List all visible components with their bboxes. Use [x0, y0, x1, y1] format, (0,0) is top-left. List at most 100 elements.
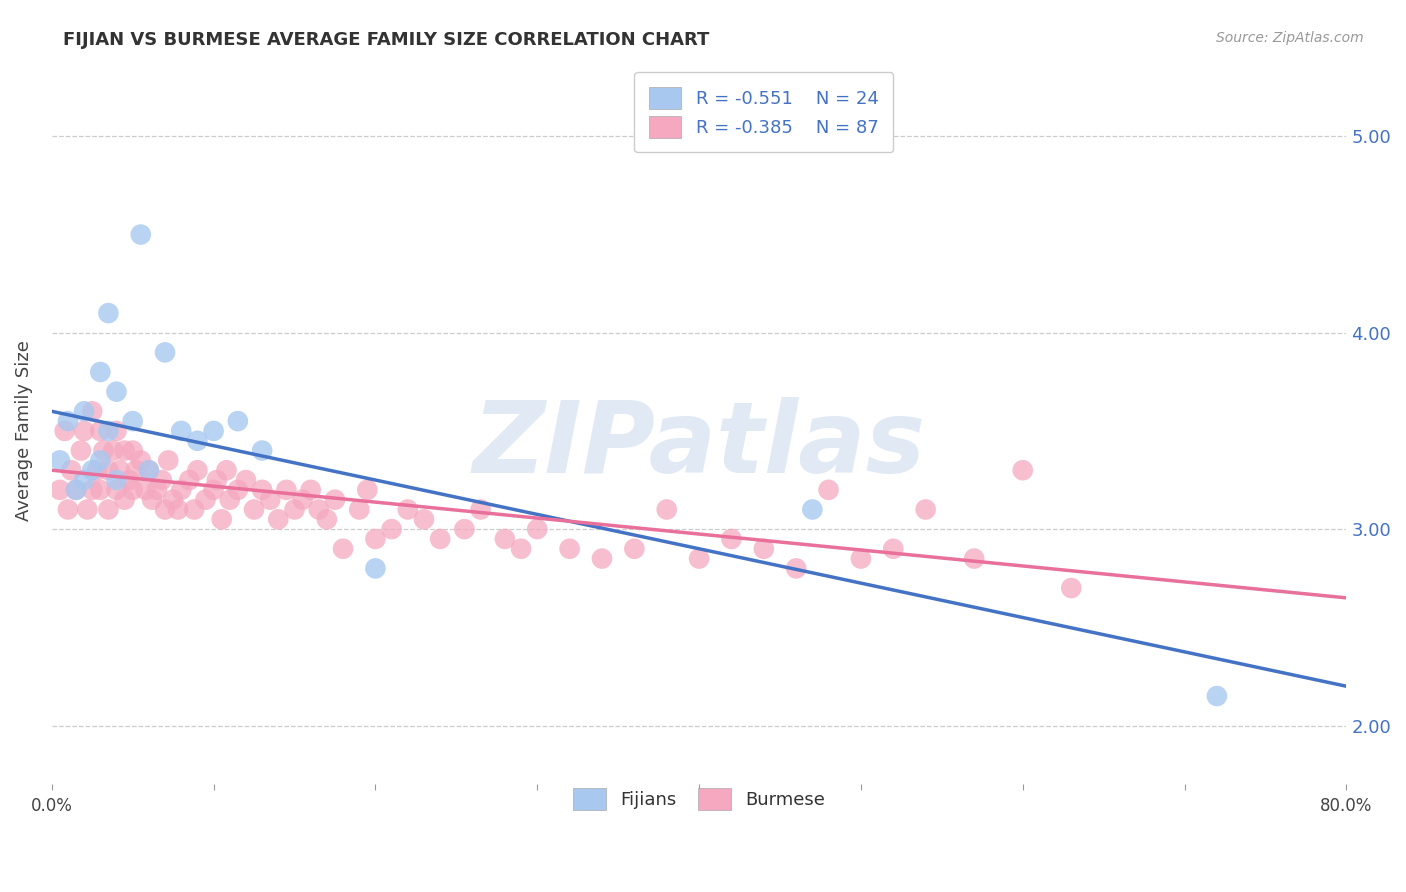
Point [364, 561, 387, 575]
Point [276, 483, 298, 497]
Point [121, 443, 143, 458]
Point [82, 483, 104, 497]
Point [89, 365, 111, 379]
Point [558, 541, 581, 556]
Point [1206, 689, 1229, 703]
Point [226, 483, 249, 497]
Point [93, 443, 115, 458]
Point [97, 306, 120, 320]
Point [688, 551, 710, 566]
Point [801, 502, 824, 516]
Point [141, 492, 163, 507]
Point [162, 492, 184, 507]
Point [49, 453, 72, 467]
Point [65, 483, 87, 497]
Point [186, 434, 208, 448]
Point [323, 492, 346, 507]
Point [429, 532, 451, 546]
Text: Source: ZipAtlas.com: Source: ZipAtlas.com [1216, 31, 1364, 45]
Point [250, 483, 273, 497]
Point [720, 532, 742, 546]
Point [202, 424, 225, 438]
Point [259, 492, 281, 507]
Point [49, 483, 72, 497]
Point [97, 502, 120, 516]
Point [105, 483, 128, 497]
Point [453, 522, 475, 536]
Point [308, 502, 330, 516]
Point [267, 512, 290, 526]
Point [56, 502, 79, 516]
Point [963, 551, 986, 566]
Point [1011, 463, 1033, 477]
Point [170, 424, 193, 438]
Point [332, 541, 354, 556]
Point [121, 483, 143, 497]
Point [396, 502, 419, 516]
Point [381, 522, 404, 536]
Point [215, 463, 238, 477]
Point [157, 453, 180, 467]
Point [73, 473, 96, 487]
Point [183, 502, 205, 516]
Point [655, 502, 678, 516]
Point [167, 502, 190, 516]
Point [118, 473, 141, 487]
Point [89, 424, 111, 438]
Point [250, 443, 273, 458]
Point [211, 512, 233, 526]
Point [89, 453, 111, 467]
Point [752, 541, 775, 556]
Point [86, 463, 108, 477]
Point [914, 502, 936, 516]
Point [105, 384, 128, 399]
Point [73, 424, 96, 438]
Point [146, 483, 169, 497]
Point [89, 483, 111, 497]
Point [510, 541, 533, 556]
Point [882, 541, 904, 556]
Legend: Fijians, Burmese: Fijians, Burmese [558, 774, 839, 825]
Point [135, 483, 157, 497]
Point [129, 227, 152, 242]
Point [103, 443, 125, 458]
Point [56, 414, 79, 428]
Point [82, 404, 104, 418]
Point [108, 463, 131, 477]
Point [153, 502, 176, 516]
Text: FIJIAN VS BURMESE AVERAGE FAMILY SIZE CORRELATION CHART: FIJIAN VS BURMESE AVERAGE FAMILY SIZE CO… [63, 31, 710, 49]
Point [243, 502, 266, 516]
Point [623, 541, 645, 556]
Point [315, 512, 337, 526]
Point [76, 502, 98, 516]
Point [205, 473, 228, 487]
Point [1060, 581, 1083, 595]
Point [153, 345, 176, 359]
Point [65, 483, 87, 497]
Point [121, 414, 143, 428]
Point [186, 463, 208, 477]
Point [364, 532, 387, 546]
Point [73, 404, 96, 418]
Point [138, 463, 160, 477]
Point [226, 414, 249, 428]
Point [105, 473, 128, 487]
Point [218, 492, 240, 507]
Point [291, 492, 314, 507]
Point [526, 522, 548, 536]
Y-axis label: Average Family Size: Average Family Size [15, 341, 32, 521]
Point [591, 551, 613, 566]
Point [202, 483, 225, 497]
Point [97, 424, 120, 438]
Point [129, 453, 152, 467]
Point [194, 492, 217, 507]
Point [817, 483, 839, 497]
Point [82, 463, 104, 477]
Point [70, 443, 93, 458]
Point [494, 532, 516, 546]
Point [179, 473, 201, 487]
Point [97, 463, 120, 477]
Point [170, 483, 193, 497]
Point [150, 473, 173, 487]
Point [53, 424, 76, 438]
